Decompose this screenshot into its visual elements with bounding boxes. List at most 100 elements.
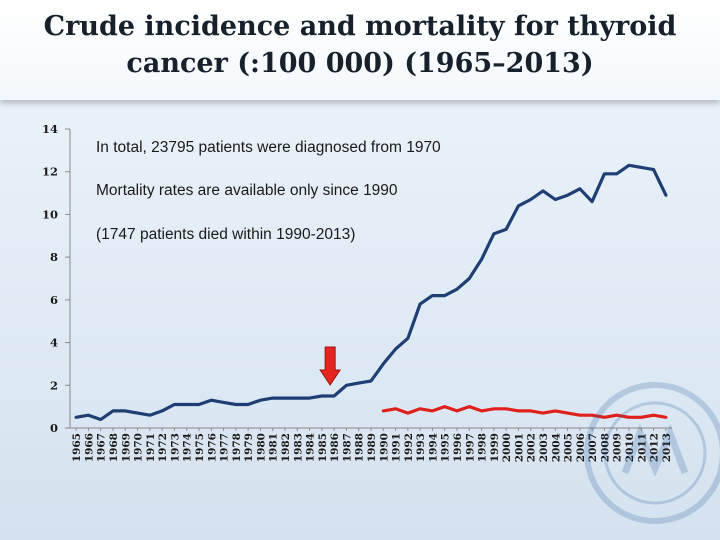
x-tick-label: 2004 [550, 433, 562, 462]
x-tick-label: 2006 [575, 433, 587, 462]
incidence-line-point [320, 394, 324, 398]
chart-title: Crude incidence and mortality for thyroi… [43, 11, 677, 79]
x-tick-label: 1975 [194, 433, 206, 462]
y-tick-label: 0 [50, 421, 58, 435]
incidence-line-point [529, 198, 532, 201]
x-tick-label: 1993 [415, 433, 427, 462]
incidence-line-point [578, 187, 582, 190]
x-tick-label: 2000 [501, 433, 513, 462]
incidence-line-point [443, 294, 446, 297]
annotation-total-patients: In total, 23795 patients were diagnosed … [96, 139, 441, 156]
incidence-line-point [136, 411, 139, 415]
incidence-line-point [222, 401, 225, 404]
x-tick-label: 1992 [403, 433, 415, 462]
mortality-line-point [418, 407, 422, 410]
x-tick-label: 1965 [71, 433, 83, 462]
series-lines [74, 163, 668, 422]
x-tick-label: 1985 [317, 433, 329, 462]
x-tick-label: 1999 [489, 433, 501, 462]
incidence-line-point [369, 379, 373, 383]
incidence-line-point [185, 403, 188, 406]
x-tick-label: 1967 [96, 433, 108, 462]
incidence-line-point [160, 409, 164, 413]
x-tick-label: 1994 [427, 433, 439, 462]
x-tick-label: 1987 [341, 433, 353, 462]
incidence-line-point [173, 403, 176, 406]
mortality-line-point [443, 405, 446, 408]
x-tick-label: 1970 [133, 433, 145, 462]
mortality-line-point [455, 409, 459, 413]
mortality-line-point [382, 409, 385, 413]
incidence-line-point [99, 418, 102, 421]
incidence-line-point [406, 337, 410, 340]
incidence-line-point [627, 164, 631, 167]
mortality-line-point [431, 409, 434, 413]
x-tick-label: 2013 [661, 433, 673, 462]
incidence-line-point [492, 232, 496, 235]
mortality-line-point [480, 409, 483, 413]
incidence-line-point [308, 396, 311, 400]
incidence-line-point [603, 172, 606, 176]
incidence-line-point [431, 294, 434, 297]
incidence-line-point [615, 172, 618, 176]
mortality-line-point [504, 407, 508, 410]
incidence-line-point [74, 416, 78, 419]
x-tick-label: 1974 [182, 433, 194, 462]
x-tick-label: 1984 [305, 433, 317, 462]
mortality-line-point [590, 413, 594, 417]
x-tick-label: 2012 [649, 433, 661, 462]
x-tick-label: 1990 [378, 433, 390, 462]
x-tick-label: 2005 [563, 433, 575, 462]
x-tick-label: 1981 [268, 433, 280, 462]
x-tick-label: 1978 [231, 433, 243, 462]
annotation-mortality-availability: Mortality rates are available only since… [96, 182, 398, 199]
incidence-line-point [246, 403, 250, 406]
incidence-line-point [148, 413, 152, 417]
mortality-line-point [615, 413, 618, 417]
x-tick-label: 1998 [477, 433, 489, 462]
incidence-line-point [640, 166, 643, 169]
incidence-line-point [87, 413, 90, 417]
x-tick-label: 1997 [464, 433, 476, 462]
x-tick-label: 2010 [624, 433, 636, 462]
x-tick-label: 1972 [157, 433, 169, 462]
incidence-line-point [197, 403, 201, 406]
incidence-line-point [259, 399, 262, 402]
mortality-line-point [578, 413, 582, 417]
x-tick-label: 1969 [120, 433, 132, 462]
title-band: Crude incidence and mortality for thyroi… [0, 0, 720, 100]
arrow-marker [319, 346, 342, 386]
mortality-line-point [394, 407, 397, 410]
incidence-line-point [345, 384, 348, 387]
incidence-line-point [590, 200, 594, 203]
x-tick-label: 2003 [538, 433, 550, 462]
incidence-line-point [541, 189, 545, 193]
incidence-line-point [480, 258, 483, 261]
incidence-line-point [111, 409, 115, 413]
mortality-line-point [554, 409, 557, 413]
incidence-line-point [455, 287, 459, 291]
incidence-line-point [271, 396, 274, 400]
mortality-line-point [603, 416, 606, 419]
x-tick-label: 1995 [440, 433, 452, 462]
x-tick-label: 1980 [255, 433, 267, 462]
y-tick-label: 6 [50, 293, 58, 307]
incidence-line-point [418, 302, 422, 306]
mortality-line-point [664, 416, 668, 419]
academy-seal-logo [584, 382, 720, 524]
mortality-line-point [652, 413, 655, 417]
incidence-line-point [296, 396, 299, 400]
incidence-line-point [283, 396, 287, 400]
x-tick-label: 1977 [219, 433, 231, 462]
incidence-line-point [554, 198, 557, 201]
mortality-line-point [517, 409, 520, 413]
mortality-line [381, 405, 668, 419]
y-tick-label: 8 [50, 250, 58, 264]
incidence-line-point [124, 409, 127, 413]
y-tick-label: 14 [42, 122, 58, 136]
x-tick-label: 2002 [526, 433, 538, 462]
x-tick-label: 1968 [108, 433, 120, 462]
x-tick-label: 1982 [280, 433, 292, 462]
incidence-line-point [664, 194, 668, 197]
